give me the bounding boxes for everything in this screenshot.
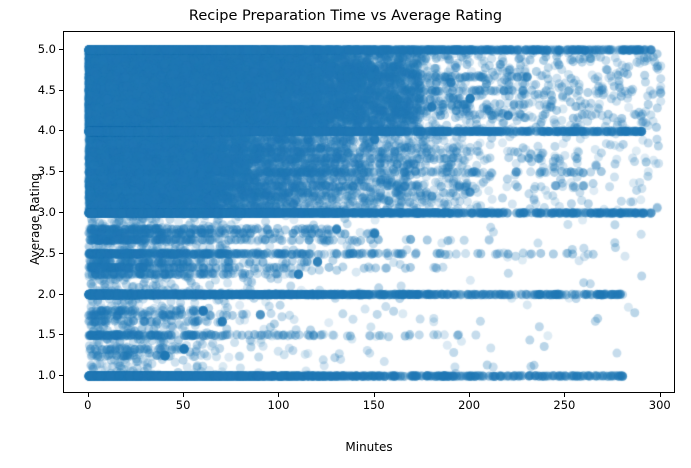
y-tick-mark: [59, 252, 63, 254]
y-tick-label: 3.0: [37, 205, 56, 219]
y-tick-label: 5.0: [37, 41, 56, 56]
y-tick-label: 2.5: [37, 245, 56, 260]
x-tick-mark: [278, 393, 280, 397]
x-tick-mark: [469, 393, 471, 397]
y-tick-mark: [59, 293, 63, 295]
x-tick-label: 50: [175, 398, 191, 412]
x-tick-mark: [564, 393, 566, 397]
plot-axes-area: [63, 31, 675, 393]
x-tick-label: 300: [648, 398, 671, 412]
y-tick-mark: [59, 334, 63, 336]
scatter-canvas: [64, 32, 674, 392]
scatter-points-layer: [64, 32, 674, 392]
x-tick-label: 250: [553, 398, 576, 412]
x-axis-label: Minutes: [345, 440, 393, 454]
x-tick-label: 150: [362, 398, 385, 412]
y-tick-label: 2.0: [37, 286, 56, 301]
y-tick-mark: [59, 130, 63, 132]
y-tick-mark: [59, 89, 63, 91]
y-tick-mark: [59, 375, 63, 377]
y-tick-label: 3.5: [37, 164, 56, 179]
y-tick-label: 4.5: [37, 82, 56, 97]
y-tick-mark: [59, 171, 63, 173]
y-tick-label: 1.5: [37, 327, 56, 342]
x-tick-mark: [373, 393, 375, 397]
x-tick-label: 0: [84, 398, 92, 412]
x-tick-label: 200: [458, 398, 481, 412]
y-tick-mark: [59, 48, 63, 50]
x-tick-label: 100: [267, 398, 290, 412]
x-tick-mark: [87, 393, 89, 397]
y-axis-label: Average Rating: [28, 173, 42, 265]
y-tick-label: 1.0: [37, 368, 56, 383]
chart-title: Recipe Preparation Time vs Average Ratin…: [188, 8, 503, 24]
x-tick-mark: [183, 393, 185, 397]
y-tick-mark: [59, 212, 63, 213]
x-tick-mark: [659, 393, 661, 397]
y-tick-label: 4.0: [37, 123, 56, 138]
